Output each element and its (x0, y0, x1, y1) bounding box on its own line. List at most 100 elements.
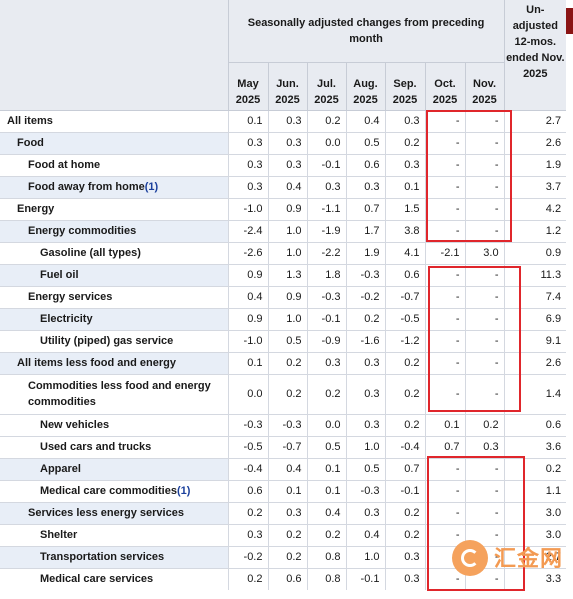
row-label: Electricity (0, 307, 228, 330)
value-cell: 1.0 (267, 307, 307, 330)
value-cell: -0.7 (384, 285, 425, 308)
value-cell: -1.6 (345, 329, 385, 352)
value-cell: 0.2 (267, 373, 307, 414)
value-cell: 0.7 (424, 435, 465, 458)
table-row: Apparel -0.4 0.4 0.1 0.5 0.7- -0.2 (0, 457, 567, 480)
value-cell: -0.1 (306, 153, 346, 176)
value-cell: - (424, 175, 465, 198)
row-label-text: New vehicles (40, 419, 110, 431)
value-cell: 3.8 (384, 219, 425, 242)
value-cell: 0.3 (267, 501, 307, 524)
value-cell: 0.1 (306, 479, 346, 502)
value-cell: 0.4 (306, 501, 346, 524)
row-label-text: Food at home (28, 159, 101, 171)
row-label-text: Apparel (40, 463, 81, 475)
row-label: New vehicles (0, 413, 228, 436)
row-label-text: All items less food and energy (17, 357, 176, 369)
value-cell: 0.2 (503, 457, 567, 480)
row-label: Medical care services (0, 567, 228, 590)
value-cell: 0.2 (306, 109, 346, 132)
row-label-text: Utility (piped) gas service (40, 335, 174, 347)
value-cell: -0.1 (306, 307, 346, 330)
footnote-link[interactable]: (1) (144, 181, 159, 193)
value-cell: 1.1 (503, 479, 567, 502)
table-corner (0, 0, 228, 111)
value-cell: 1.9 (503, 153, 567, 176)
value-cell: - (424, 307, 465, 330)
value-cell: 0.2 (384, 373, 425, 414)
year-label: 2025 (235, 93, 261, 106)
value-cell: 0.3 (306, 175, 346, 198)
value-cell: 0.2 (384, 131, 425, 154)
row-label: Food at home (0, 153, 228, 176)
value-cell: 0.6 (503, 413, 567, 436)
value-cell: -0.2 (345, 285, 385, 308)
value-cell: 0.3 (227, 153, 268, 176)
huijin-logo-icon (452, 540, 488, 576)
value-cell: - (424, 285, 465, 308)
table-row: Used cars and trucks -0.5 -0.7 0.5 1.0 -0.4 0.… (0, 435, 567, 458)
value-cell: 0.2 (384, 413, 425, 436)
value-cell: 0.7 (384, 457, 425, 480)
value-cell: 0.9 (503, 241, 567, 264)
year-label: 2025 (472, 93, 497, 106)
value-cell: 4.2 (503, 197, 567, 220)
table-row: Energy services 0.4 0.9 -0.3 -0.2 -0.7- -7.4 (0, 285, 567, 308)
row-label: Gasoline (all types) (0, 241, 228, 264)
value-cell: - (464, 285, 505, 308)
value-cell: 0.2 (267, 351, 307, 374)
table-row: All items less food and energy 0.1 0.2 0.3 0… (0, 351, 567, 374)
month-label: Jun. (276, 77, 299, 90)
value-cell: -0.5 (227, 435, 268, 458)
value-cell: - (464, 175, 505, 198)
row-label: Food (0, 131, 228, 154)
value-cell: 1.0 (267, 219, 307, 242)
value-cell: 0.3 (345, 413, 385, 436)
value-cell: - (464, 329, 505, 352)
value-cell: 3.3 (503, 567, 567, 590)
value-cell: -1.1 (306, 197, 346, 220)
value-cell: 1.0 (345, 545, 385, 568)
year-label: 2025 (275, 93, 300, 106)
value-cell: - (464, 263, 505, 286)
value-cell: 0.2 (384, 523, 425, 546)
value-cell: 0.3 (267, 109, 307, 132)
value-cell: -0.4 (227, 457, 268, 480)
value-cell: 0.3 (267, 153, 307, 176)
highlight-box-apparel-services (427, 456, 525, 591)
value-cell: 0.2 (306, 373, 346, 414)
value-cell: - (464, 373, 505, 414)
value-cell: -0.5 (384, 307, 425, 330)
row-label-text: Transportation services (40, 551, 165, 563)
value-cell: 0.2 (345, 307, 385, 330)
row-label-text: All items (7, 115, 53, 127)
watermark-logo: 汇金网 (452, 537, 573, 585)
value-cell: 0.2 (267, 523, 307, 546)
value-cell: -0.3 (227, 413, 268, 436)
value-cell: 0.6 (345, 153, 385, 176)
row-label: Apparel (0, 457, 228, 480)
value-cell: 0.5 (306, 435, 346, 458)
value-cell: 0.9 (267, 285, 307, 308)
row-label: All items less food and energy (0, 351, 228, 374)
value-cell: - (424, 501, 465, 524)
value-cell: 1.2 (503, 219, 567, 242)
value-cell: - (464, 457, 505, 480)
value-cell: 0.3 (345, 501, 385, 524)
value-cell: 0.2 (227, 567, 268, 590)
value-cell: -0.7 (267, 435, 307, 458)
value-cell: 0.0 (227, 373, 268, 414)
value-cell: 0.3 (227, 131, 268, 154)
value-cell: 0.6 (267, 567, 307, 590)
footnote-link[interactable]: (1) (176, 485, 191, 497)
value-cell: 3.6 (503, 435, 567, 458)
row-label: Transportation services (0, 545, 228, 568)
value-cell: - (424, 131, 465, 154)
value-cell: -1.0 (227, 197, 268, 220)
month-header: Oct. 2025 (424, 62, 465, 111)
highlight-box-fuel-commodities (428, 266, 521, 412)
highlight-box-food-energy (426, 110, 512, 242)
value-cell: 1.0 (345, 435, 385, 458)
month-header: Jul. 2025 (306, 62, 346, 111)
value-cell: 1.8 (306, 263, 346, 286)
